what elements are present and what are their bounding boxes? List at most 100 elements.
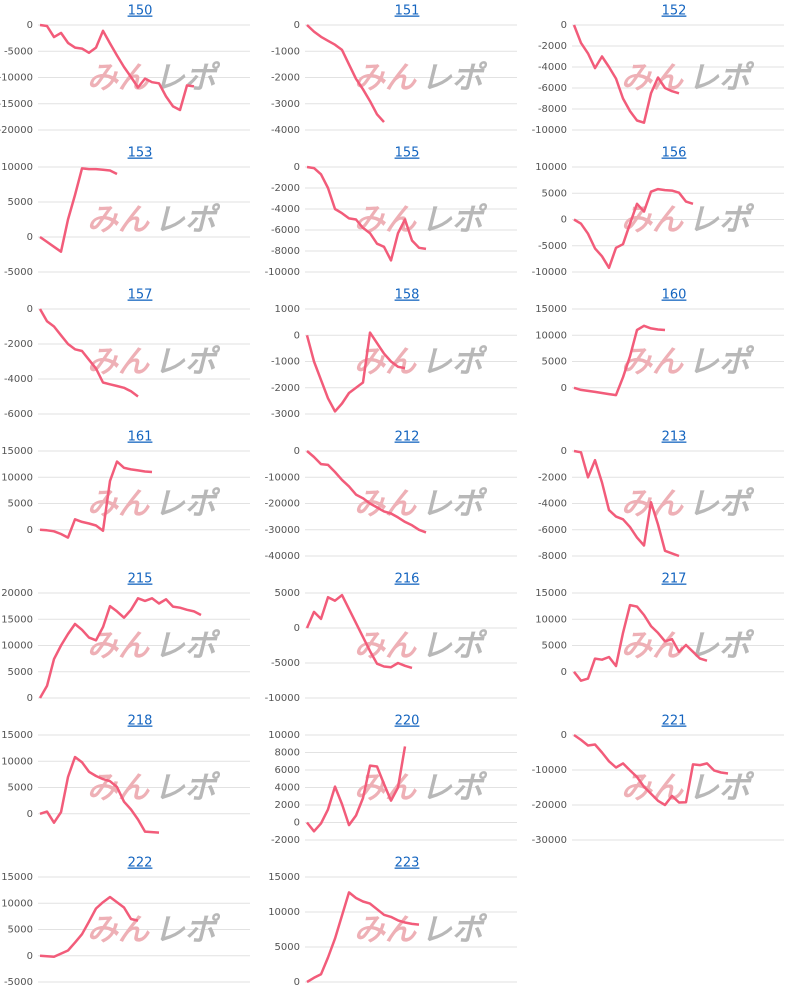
y-tick-label: -30000 xyxy=(265,525,300,536)
y-tick-label: 15000 xyxy=(1,730,33,741)
watermark: レポ xyxy=(154,486,221,522)
chart-title[interactable]: 216 xyxy=(395,572,420,587)
chart-title[interactable]: 212 xyxy=(395,430,420,445)
watermark: レポ xyxy=(421,486,488,522)
data-line xyxy=(305,593,413,670)
y-tick-label: 0 xyxy=(294,818,300,829)
y-tick-label: -10000 xyxy=(265,693,300,704)
y-tick-label: -4000 xyxy=(538,62,567,73)
chart-title[interactable]: 158 xyxy=(395,288,420,303)
data-line xyxy=(573,733,729,807)
chart-title[interactable]: 150 xyxy=(128,4,153,19)
y-tick-label: -30000 xyxy=(532,835,567,846)
chart-title[interactable]: 218 xyxy=(128,714,153,729)
y-tick-label: 10000 xyxy=(1,472,33,483)
y-tick-label: 10000 xyxy=(535,162,567,173)
data-line xyxy=(306,24,385,123)
y-tick-label: 10000 xyxy=(268,907,300,918)
y-tick-label: 5000 xyxy=(8,925,33,936)
chart-title[interactable]: 153 xyxy=(128,146,153,161)
chart-title[interactable]: 155 xyxy=(395,146,420,161)
y-tick-label: -10000 xyxy=(532,765,567,776)
y-tick-label: 4000 xyxy=(275,783,300,794)
watermark: レポ xyxy=(154,60,221,96)
data-line xyxy=(306,450,427,534)
y-tick-label: -4000 xyxy=(4,374,33,385)
y-tick-label: -8000 xyxy=(271,246,300,257)
y-tick-label: -3000 xyxy=(271,99,300,110)
y-tick-label: 5000 xyxy=(275,588,300,599)
y-tick-label: -2000 xyxy=(538,472,567,483)
chart-title[interactable]: 156 xyxy=(662,146,687,161)
y-tick-label: 0 xyxy=(27,232,33,243)
chart-title[interactable]: 215 xyxy=(128,572,153,587)
y-tick-label: -10000 xyxy=(265,472,300,483)
chart-title[interactable]: 151 xyxy=(395,4,420,19)
watermark: みん xyxy=(87,486,150,522)
chart-title[interactable]: 222 xyxy=(128,856,153,871)
data-line xyxy=(39,755,160,834)
y-tick-label: 15000 xyxy=(268,872,300,883)
y-tick-label: -4000 xyxy=(271,125,300,136)
y-tick-label: -10000 xyxy=(532,267,567,278)
watermark: レポ xyxy=(154,344,221,380)
y-tick-label: 10000 xyxy=(535,614,567,625)
y-tick-label: 0 xyxy=(294,162,300,173)
chart-title[interactable]: 220 xyxy=(395,714,420,729)
y-tick-label: -20000 xyxy=(265,499,300,510)
watermark: みん xyxy=(354,486,417,522)
y-tick-label: 15000 xyxy=(1,614,33,625)
watermark: みん xyxy=(87,202,150,238)
chart-title[interactable]: 160 xyxy=(662,288,687,303)
y-tick-label: -1000 xyxy=(271,357,300,368)
y-tick-label: -40000 xyxy=(265,551,300,562)
y-tick-label: -4000 xyxy=(538,499,567,510)
watermark: レポ xyxy=(688,770,755,806)
data-line xyxy=(38,597,202,699)
y-tick-label: 0 xyxy=(561,446,567,457)
y-tick-label: -3000 xyxy=(271,409,300,420)
y-tick-label: -5000 xyxy=(271,658,300,669)
chart-title[interactable]: 213 xyxy=(662,430,687,445)
data-line xyxy=(306,891,420,984)
y-tick-label: -20000 xyxy=(532,800,567,811)
y-tick-label: 5000 xyxy=(8,783,33,794)
y-tick-label: -20000 xyxy=(0,125,33,136)
data-line xyxy=(39,23,195,112)
chart-title[interactable]: 221 xyxy=(662,714,687,729)
watermark: レポ xyxy=(421,628,488,664)
y-tick-label: -6000 xyxy=(538,525,567,536)
watermark: レポ xyxy=(154,770,221,806)
chart-title[interactable]: 223 xyxy=(395,856,420,871)
y-tick-label: 10000 xyxy=(1,756,33,767)
chart-title[interactable]: 157 xyxy=(128,288,153,303)
y-tick-label: 0 xyxy=(27,809,33,820)
y-tick-label: -2000 xyxy=(538,41,567,52)
chart-title[interactable]: 161 xyxy=(128,430,153,445)
watermark: レポ xyxy=(421,770,488,806)
y-tick-label: -8000 xyxy=(538,104,567,115)
watermark: みん xyxy=(354,912,417,948)
y-tick-label: 15000 xyxy=(535,304,567,315)
chart-title[interactable]: 217 xyxy=(662,572,687,587)
watermark: みん xyxy=(87,912,150,948)
y-tick-label: -6000 xyxy=(538,83,567,94)
data-line xyxy=(573,603,708,682)
watermark: みん xyxy=(87,628,150,664)
data-line xyxy=(306,746,407,833)
watermark: レポ xyxy=(688,60,755,96)
watermark: レポ xyxy=(421,344,488,380)
watermark: みん xyxy=(354,202,417,238)
data-line xyxy=(573,187,694,270)
data-line xyxy=(572,24,680,124)
y-tick-label: 15000 xyxy=(535,588,567,599)
y-tick-label: -1000 xyxy=(271,46,300,57)
y-tick-label: -5000 xyxy=(4,267,33,278)
y-tick-label: 10000 xyxy=(1,641,33,652)
y-tick-label: 2000 xyxy=(275,800,300,811)
y-tick-label: 10000 xyxy=(535,330,567,341)
y-tick-label: 0 xyxy=(27,951,33,962)
data-line xyxy=(39,167,118,253)
chart-title[interactable]: 152 xyxy=(662,4,687,19)
